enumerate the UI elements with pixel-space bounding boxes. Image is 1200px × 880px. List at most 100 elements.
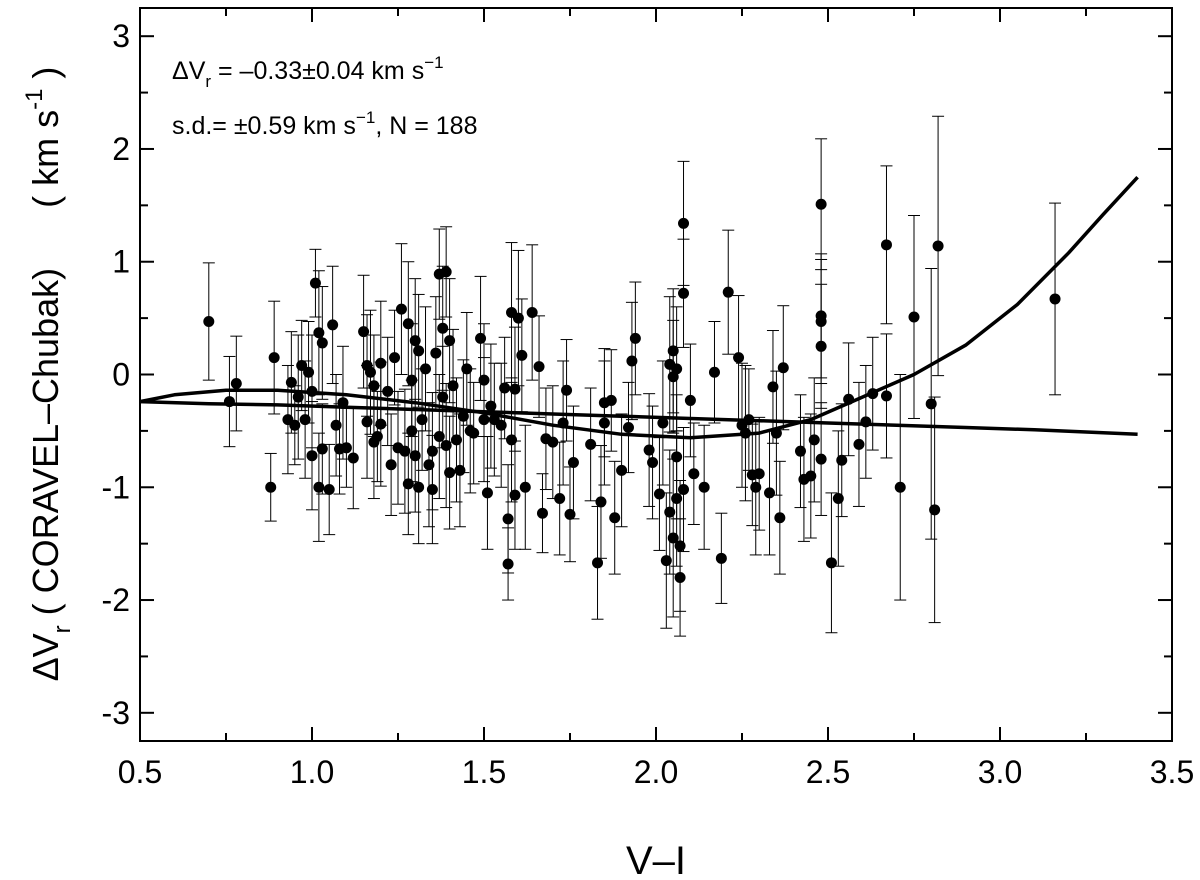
data-point bbox=[674, 571, 686, 583]
data-point bbox=[303, 366, 315, 378]
data-point bbox=[347, 452, 359, 464]
data-point bbox=[502, 558, 514, 570]
data-point bbox=[698, 481, 710, 493]
x-tick-label: 2.5 bbox=[806, 754, 850, 790]
data-point bbox=[815, 315, 827, 327]
data-point bbox=[1049, 293, 1061, 305]
data-point bbox=[929, 504, 941, 516]
data-point bbox=[767, 381, 779, 393]
y-tick-labels: -3 -2 -1 0 1 2 3 bbox=[102, 18, 130, 731]
y-tick-label: -1 bbox=[102, 469, 130, 505]
data-point bbox=[777, 362, 789, 374]
data-point bbox=[461, 363, 473, 375]
x-tick-label: 3.5 bbox=[1150, 754, 1194, 790]
data-point bbox=[815, 340, 827, 352]
data-point bbox=[678, 484, 690, 496]
x-tick-label: 0.5 bbox=[118, 754, 162, 790]
data-point bbox=[330, 419, 342, 431]
data-point bbox=[285, 376, 297, 388]
data-point bbox=[860, 416, 872, 428]
data-point bbox=[409, 450, 421, 462]
data-point bbox=[750, 481, 762, 493]
data-point bbox=[609, 512, 621, 524]
data-point bbox=[316, 443, 328, 455]
data-point bbox=[444, 467, 456, 479]
data-point bbox=[368, 380, 380, 392]
data-point bbox=[671, 451, 683, 463]
data-point bbox=[832, 493, 844, 505]
x-tick-label: 1.0 bbox=[290, 754, 334, 790]
data-point bbox=[616, 464, 628, 476]
data-point bbox=[299, 414, 311, 426]
data-point bbox=[626, 355, 638, 367]
data-point bbox=[554, 493, 566, 505]
data-point bbox=[880, 390, 892, 402]
data-point bbox=[223, 396, 235, 408]
data-point bbox=[457, 410, 469, 422]
y-tick-label: 1 bbox=[112, 244, 130, 280]
data-point bbox=[306, 450, 318, 462]
data-point bbox=[502, 513, 514, 525]
data-point bbox=[925, 398, 937, 410]
data-point bbox=[894, 481, 906, 493]
data-point bbox=[468, 427, 480, 439]
data-point bbox=[440, 266, 452, 278]
data-point bbox=[444, 335, 456, 347]
data-point bbox=[512, 312, 524, 324]
data-point bbox=[932, 240, 944, 252]
data-point bbox=[313, 481, 325, 493]
data-point bbox=[739, 427, 751, 439]
data-point bbox=[519, 481, 531, 493]
data-point bbox=[316, 337, 328, 349]
polynomial-fit-line bbox=[139, 176, 1139, 440]
data-point bbox=[708, 366, 720, 378]
data-point bbox=[667, 345, 679, 357]
y-tick-label: -2 bbox=[102, 582, 130, 618]
data-point bbox=[478, 414, 490, 426]
data-point bbox=[399, 445, 411, 457]
x-tick-label: 1.5 bbox=[462, 754, 506, 790]
data-point bbox=[358, 326, 370, 338]
data-point bbox=[808, 434, 820, 446]
data-point bbox=[327, 319, 339, 331]
data-point bbox=[499, 382, 511, 394]
data-point bbox=[478, 374, 490, 386]
data-point bbox=[836, 454, 848, 466]
data-point bbox=[296, 359, 308, 371]
data-point bbox=[794, 445, 806, 457]
annotation-sd: s.d.= ±0.59 km s−1, N = 188 bbox=[172, 108, 477, 140]
data-point bbox=[815, 198, 827, 210]
data-point bbox=[406, 425, 418, 437]
data-point bbox=[770, 427, 782, 439]
data-point bbox=[306, 385, 318, 397]
data-point bbox=[774, 512, 786, 524]
data-point bbox=[867, 388, 879, 400]
axis-ticks bbox=[139, 8, 1173, 741]
data-point bbox=[385, 459, 397, 471]
data-point bbox=[447, 380, 459, 392]
data-point bbox=[389, 352, 401, 364]
data-point bbox=[440, 440, 452, 452]
data-point bbox=[585, 438, 597, 450]
data-point bbox=[323, 484, 335, 496]
data-point bbox=[653, 488, 665, 500]
data-point bbox=[375, 357, 387, 369]
data-point bbox=[509, 489, 521, 501]
x-tick-label: 2.0 bbox=[634, 754, 678, 790]
data-point bbox=[506, 434, 518, 446]
data-point bbox=[657, 417, 669, 429]
data-point bbox=[715, 552, 727, 564]
y-tick-label: -3 bbox=[102, 695, 130, 731]
data-point bbox=[547, 436, 559, 448]
data-point bbox=[671, 363, 683, 375]
data-point bbox=[815, 453, 827, 465]
data-point bbox=[426, 484, 438, 496]
data-point bbox=[561, 384, 573, 396]
data-point bbox=[313, 327, 325, 339]
data-point bbox=[622, 422, 634, 434]
y-tick-label: 3 bbox=[112, 18, 130, 54]
data-point bbox=[485, 400, 497, 412]
data-point bbox=[203, 315, 215, 327]
data-point bbox=[536, 507, 548, 519]
linear-fit-line bbox=[139, 399, 1138, 437]
